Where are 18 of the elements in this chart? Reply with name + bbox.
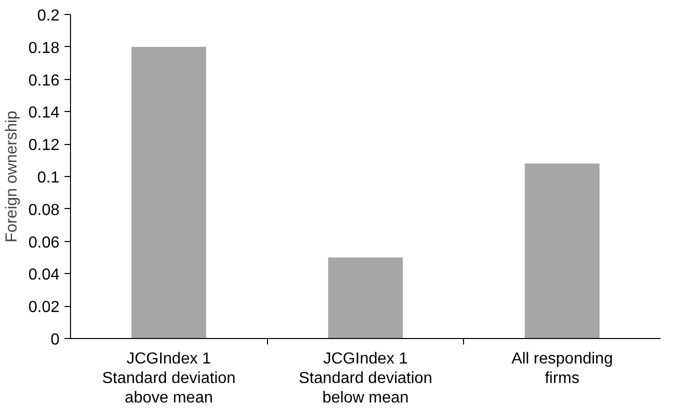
y-tick-label: 0 (50, 332, 60, 348)
y-tick-label: 0.1 (37, 170, 60, 186)
y-tick-label: 0.06 (28, 234, 60, 252)
y-tick-label: 0.08 (28, 202, 60, 219)
x-tick-label: All responding firms (511, 350, 613, 388)
y-tick-label: 0.04 (28, 266, 60, 284)
x-tick-label: JCGIndex 1 Standard deviation below mean (298, 350, 432, 407)
x-tick-label: JCGIndex 1 Standard deviation above mean (102, 350, 236, 407)
y-tick-label: 0.18 (28, 40, 60, 57)
bar (328, 258, 403, 338)
bar (131, 46, 206, 338)
y-axis-title: Foreign ownership (3, 110, 20, 242)
bar (524, 164, 600, 338)
y-tick-label: 0.02 (28, 299, 60, 316)
y-tick-label: 0.12 (28, 137, 60, 154)
y-tick-label: 0.14 (28, 104, 60, 122)
y-tick-label: 0.16 (28, 72, 60, 90)
y-tick-label: 0.2 (37, 8, 60, 24)
